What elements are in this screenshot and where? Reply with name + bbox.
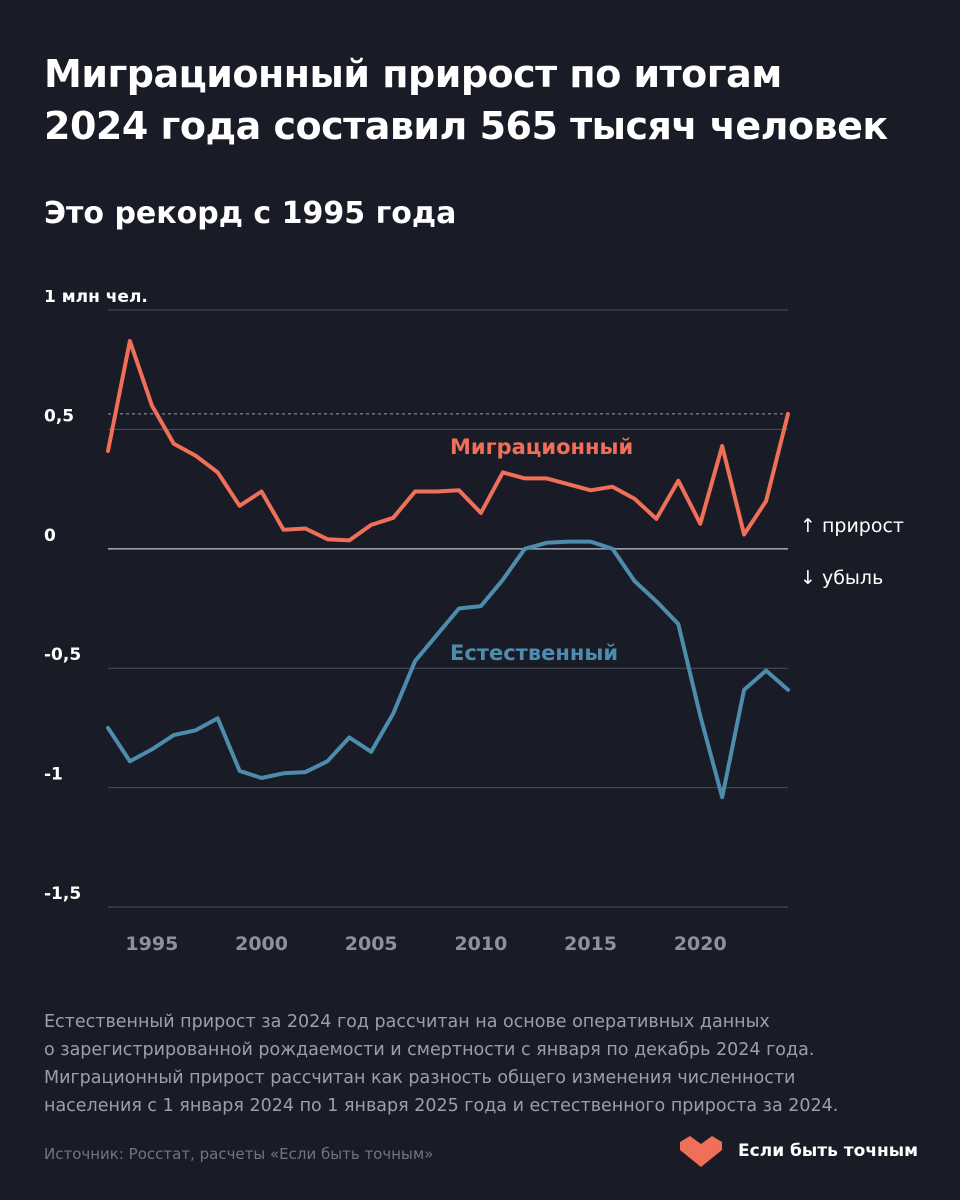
brand[interactable]: Если быть точным <box>678 1134 918 1168</box>
decline-annotation: ↓ убыль <box>800 567 883 589</box>
x-tick-label: 2020 <box>674 933 727 955</box>
brand-name: Если быть точным <box>738 1141 918 1161</box>
series-labels: Миграционный Естественный <box>450 435 633 665</box>
series-lines <box>106 339 790 800</box>
growth-annotation: ↑ прирост <box>800 515 904 537</box>
line-chart: 1 млн чел. 0,5 0 -0,5 -1 -1,5 1995 2000 2005 201… <box>44 290 904 955</box>
y-tick-label: 0,5 <box>44 406 74 426</box>
chart-subtitle: Это рекорд с 1995 года <box>44 196 457 231</box>
brand-logo-icon <box>680 1136 723 1167</box>
chart-title: Миграционный прирост по итогам 2024 года… <box>44 52 888 148</box>
series-label: Миграционный <box>450 435 633 459</box>
x-tick-label: 2000 <box>235 933 288 955</box>
y-axis-ticks: 1 млн чел. 0,5 0 -0,5 -1 -1,5 <box>44 290 148 904</box>
series-line <box>106 539 790 800</box>
footnote: Естественный прирост за 2024 год рассчит… <box>44 1012 839 1116</box>
gridlines <box>108 309 788 908</box>
x-tick-label: 2015 <box>564 933 617 955</box>
x-tick-label: 2005 <box>345 933 398 955</box>
x-tick-label: 2010 <box>454 933 507 955</box>
y-tick-label: -1 <box>44 765 63 785</box>
y-tick-label: -1,5 <box>44 884 81 904</box>
y-tick-label: 0 <box>44 526 56 546</box>
y-tick-label: -0,5 <box>44 645 81 665</box>
series-label: Естественный <box>450 641 618 665</box>
source-text: Источник: Росстат, расчеты «Если быть то… <box>44 1145 434 1163</box>
y-tick-label: 1 млн чел. <box>44 290 148 307</box>
x-axis-ticks: 1995 2000 2005 2010 2015 2020 <box>125 933 726 955</box>
x-tick-label: 1995 <box>125 933 178 955</box>
series-line <box>106 339 790 543</box>
